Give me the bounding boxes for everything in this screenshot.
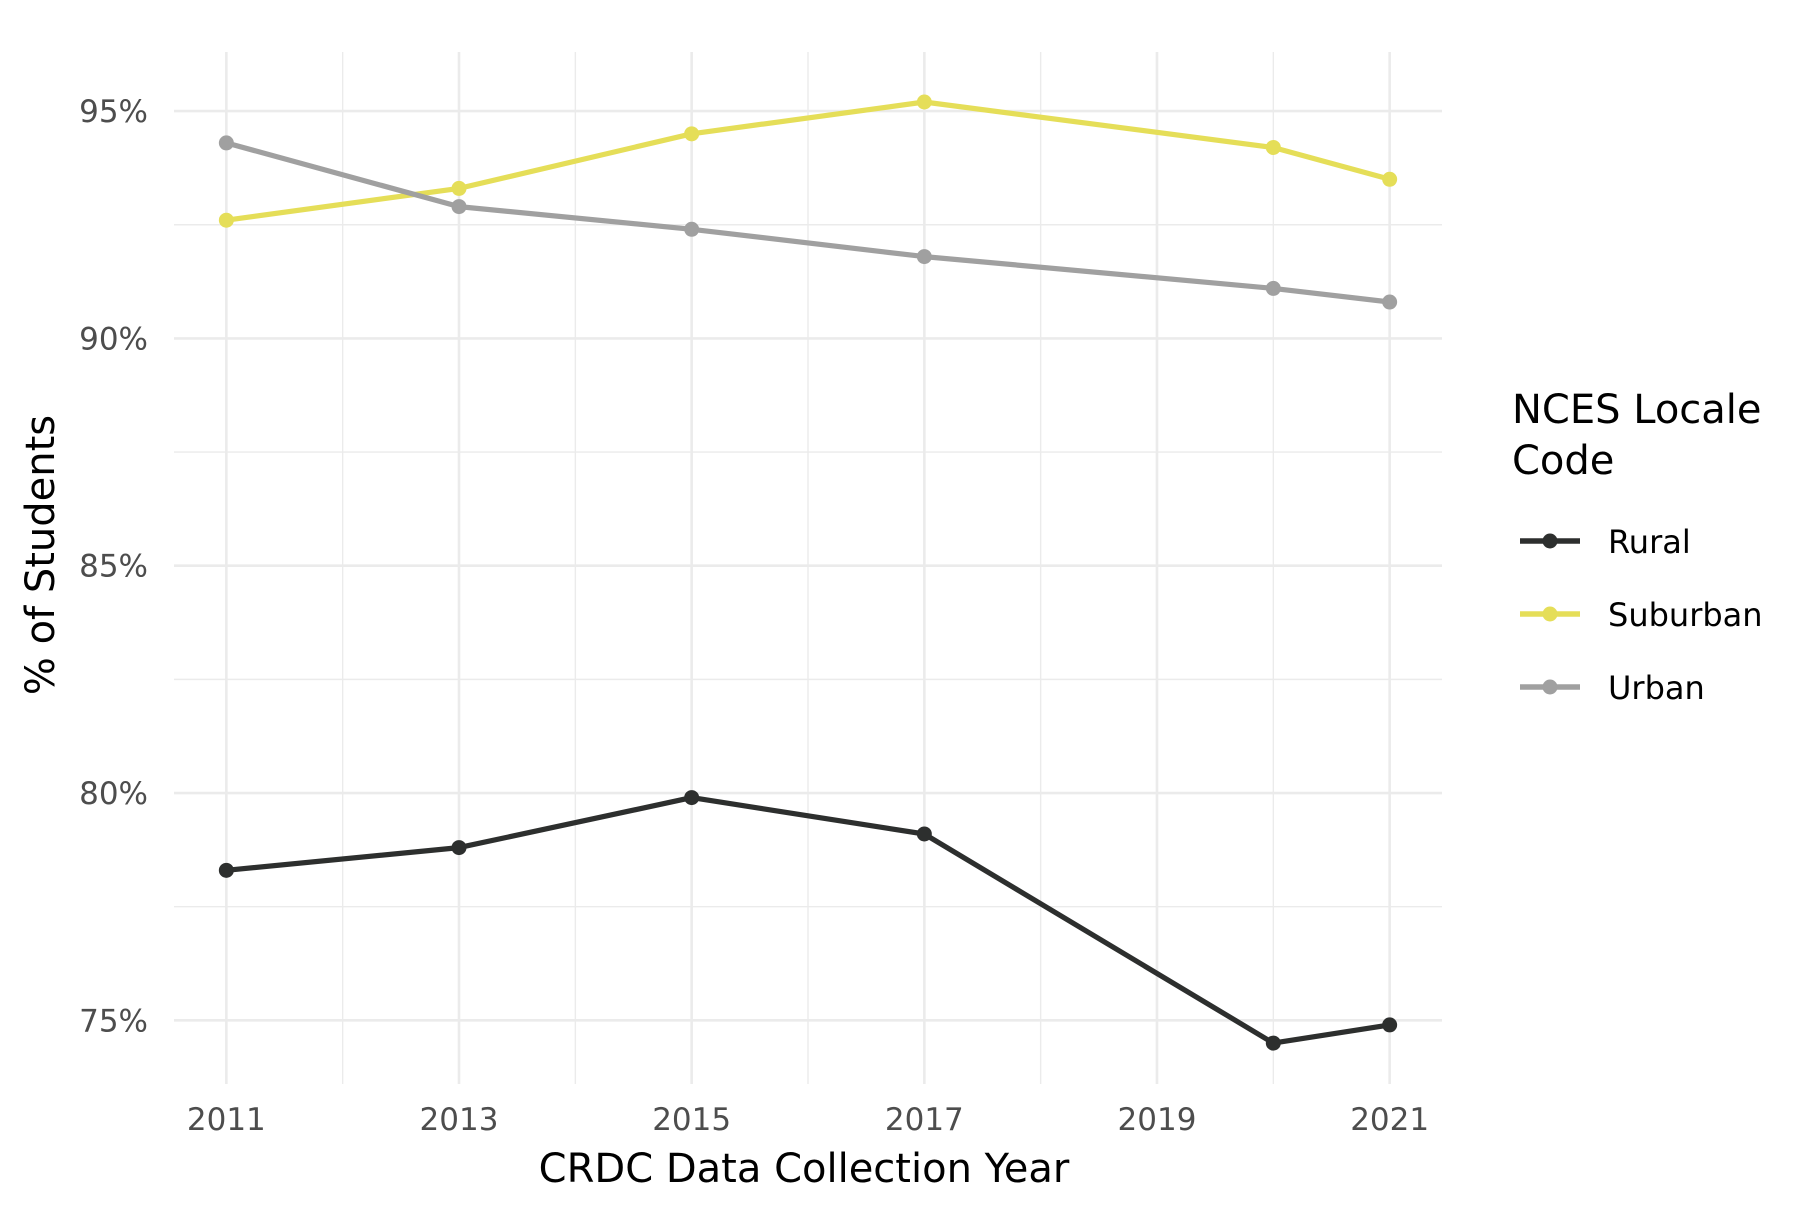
point-suburban-2020 <box>1265 139 1281 155</box>
minor-gridlines <box>174 52 1442 1084</box>
x-axis-title: CRDC Data Collection Year <box>539 1146 1070 1192</box>
point-suburban-2017 <box>916 94 932 110</box>
point-rural-2015 <box>684 790 700 806</box>
series-lines <box>218 94 1398 1051</box>
legend-label-rural: Rural <box>1608 523 1691 561</box>
x-tick-label-2017: 2017 <box>885 1102 964 1138</box>
y-axis-ticks: 75% 80% 85% 90% 95% <box>79 94 148 1039</box>
legend-key-point-rural <box>1542 533 1558 549</box>
point-urban-2017 <box>916 249 932 265</box>
x-axis-ticks: 2011 2013 2015 2017 2019 2021 <box>187 1102 1429 1138</box>
x-tick-label-2021: 2021 <box>1350 1102 1429 1138</box>
legend-label-urban: Urban <box>1608 669 1705 707</box>
point-urban-2013 <box>451 199 467 215</box>
y-tick-label-80: 80% <box>79 776 148 812</box>
point-suburban-2013 <box>451 180 467 196</box>
series-line-rural <box>226 794 1391 1046</box>
point-rural-2013 <box>451 840 467 856</box>
x-tick-label-2019: 2019 <box>1118 1102 1197 1138</box>
x-tick-label-2013: 2013 <box>420 1102 499 1138</box>
series-rural <box>218 790 1398 1051</box>
point-suburban-2021 <box>1382 171 1398 187</box>
series-line-urban <box>225 140 1391 305</box>
point-rural-2021 <box>1382 1017 1398 1033</box>
point-suburban-2011 <box>218 212 234 228</box>
point-urban-2011 <box>218 135 234 151</box>
legend-item-urban: Urban <box>1520 669 1705 707</box>
legend-item-rural: Rural <box>1520 523 1691 561</box>
legend-title-line-2: Code <box>1512 438 1614 484</box>
legend-key-point-suburban <box>1542 606 1558 622</box>
y-tick-label-90: 90% <box>79 321 148 357</box>
point-rural-2020 <box>1265 1035 1281 1051</box>
legend: NCES Locale Code Rural Suburban Urban <box>1512 387 1763 707</box>
y-tick-label-85: 85% <box>79 549 148 585</box>
legend-label-suburban: Suburban <box>1608 596 1763 634</box>
point-rural-2011 <box>218 862 234 878</box>
legend-item-suburban: Suburban <box>1520 596 1763 634</box>
y-tick-label-95: 95% <box>79 94 148 130</box>
legend-title-line-1: NCES Locale <box>1512 387 1762 433</box>
x-tick-label-2015: 2015 <box>652 1102 731 1138</box>
series-urban <box>218 135 1398 310</box>
point-suburban-2015 <box>684 126 700 142</box>
point-urban-2020 <box>1265 280 1281 296</box>
x-tick-label-2011: 2011 <box>187 1102 266 1138</box>
point-urban-2015 <box>684 221 700 237</box>
legend-items: Rural Suburban Urban <box>1520 523 1763 707</box>
point-urban-2021 <box>1382 294 1398 310</box>
legend-key-point-urban <box>1542 679 1558 695</box>
point-rural-2017 <box>916 826 932 842</box>
y-axis-title: % of Students <box>18 415 64 695</box>
y-tick-label-75: 75% <box>79 1003 148 1039</box>
